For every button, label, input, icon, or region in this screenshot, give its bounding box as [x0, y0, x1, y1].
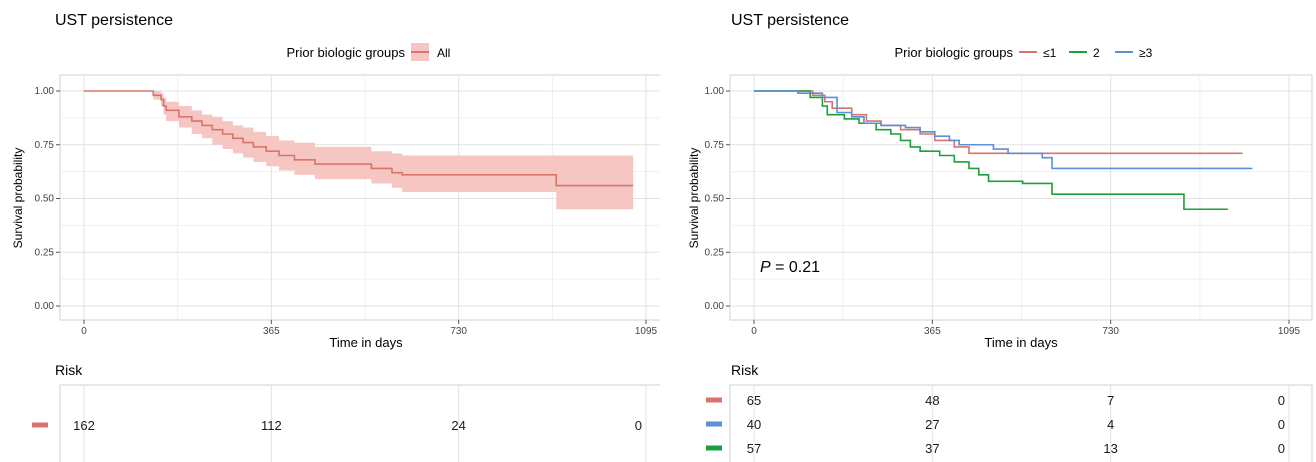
risk-value: 24 — [451, 418, 465, 433]
y-tick-label: 0.25 — [705, 247, 725, 258]
legend-title: Prior biologic groups — [286, 45, 405, 60]
risk-title: Risk — [731, 362, 759, 378]
curve-layer — [84, 90, 634, 187]
x-tick-label: 365 — [263, 326, 280, 337]
risk-value: 162 — [73, 418, 95, 433]
y-tick-label: 0.00 — [705, 301, 725, 312]
legend-entry-le1: ≤1 — [1043, 46, 1057, 60]
right-figure: UST persistence Prior biologic groups ≤1… — [670, 0, 1316, 462]
left-chart-svg: UST persistence Prior biologic groups Al… — [11, 12, 660, 462]
risk-value: 65 — [747, 393, 761, 408]
x-tick-label: 1095 — [635, 326, 658, 337]
risk-value: 57 — [747, 441, 761, 456]
y-tick-label: 0.00 — [35, 301, 55, 312]
legend-title: Prior biologic groups — [894, 45, 1013, 60]
risk-panel — [729, 384, 1313, 462]
y-tick-label: 1.00 — [705, 86, 725, 97]
risk-table: 162 112 24 0 — [32, 385, 647, 462]
x-tick-label: 730 — [450, 326, 467, 337]
risk-table: 65 48 7 040 27 4 057 37 13 0 — [706, 385, 1290, 462]
y-tick-label: 1.00 — [35, 86, 55, 97]
chart-title: UST persistence — [731, 12, 849, 29]
y-axis-label: Survival probability — [687, 148, 701, 249]
x-tick-labels: 0 365 730 1095 — [751, 320, 1301, 337]
legend: Prior biologic groups ≤1 2 ≥3 — [894, 45, 1152, 60]
confidence-band — [84, 91, 634, 210]
x-tick-label: 1095 — [1278, 326, 1301, 337]
risk-value: 40 — [747, 417, 761, 432]
y-tick-label: 0.75 — [705, 140, 725, 151]
risk-title: Risk — [55, 362, 83, 378]
y-tick-labels: 0.00 0.25 0.50 0.75 1.00 — [705, 86, 730, 312]
risk-value: 0 — [635, 418, 642, 433]
grid — [730, 75, 1312, 320]
x-tick-label: 730 — [1102, 326, 1119, 337]
legend-entry-all: All — [437, 46, 450, 60]
p-value-annotation: P = 0.21 — [760, 259, 820, 276]
confidence-band-layer — [84, 91, 634, 210]
y-tick-label: 0.25 — [35, 247, 55, 258]
risk-value: 13 — [1103, 441, 1117, 456]
p-value-symbol: P — [760, 259, 771, 276]
legend: Prior biologic groups All — [286, 43, 450, 61]
survival-curve-ge3 — [754, 90, 1253, 170]
p-value-text: = 0.21 — [771, 259, 820, 276]
risk-value: 48 — [925, 393, 939, 408]
x-tick-label: 0 — [751, 326, 757, 337]
chart-title: UST persistence — [55, 12, 173, 29]
risk-row-swatch — [706, 445, 722, 451]
risk-value: 0 — [1278, 441, 1285, 456]
risk-value: 0 — [1278, 417, 1285, 432]
x-tick-label: 365 — [924, 326, 941, 337]
x-axis-label: Time in days — [329, 335, 403, 350]
legend-entry-ge3: ≥3 — [1139, 46, 1153, 60]
x-axis-label: Time in days — [984, 335, 1058, 350]
survival-curve-all — [84, 90, 634, 187]
survival-curve-2 — [754, 90, 1228, 211]
risk-value: 27 — [925, 417, 939, 432]
right-chart-svg: UST persistence Prior biologic groups ≤1… — [687, 12, 1313, 462]
risk-value: 0 — [1278, 393, 1285, 408]
x-tick-label: 0 — [81, 326, 87, 337]
y-axis-label: Survival probability — [11, 148, 25, 249]
risk-row-swatch — [706, 421, 722, 427]
x-tick-labels: 0 365 730 1095 — [81, 320, 658, 337]
legend-entry-2: 2 — [1093, 46, 1100, 60]
risk-value: 112 — [261, 418, 282, 433]
left-figure: UST persistence Prior biologic groups Al… — [11, 12, 660, 462]
risk-value: 7 — [1107, 393, 1114, 408]
y-tick-label: 0.50 — [705, 194, 725, 205]
risk-row-swatch — [32, 422, 48, 428]
risk-row-swatch — [706, 397, 722, 403]
risk-value: 4 — [1107, 417, 1114, 432]
curve-layer — [754, 90, 1253, 211]
y-tick-label: 0.75 — [35, 140, 55, 151]
y-tick-label: 0.50 — [35, 194, 55, 205]
risk-panel — [59, 384, 660, 462]
y-tick-labels: 0.00 0.25 0.50 0.75 1.00 — [35, 86, 60, 312]
risk-value: 37 — [925, 441, 939, 456]
